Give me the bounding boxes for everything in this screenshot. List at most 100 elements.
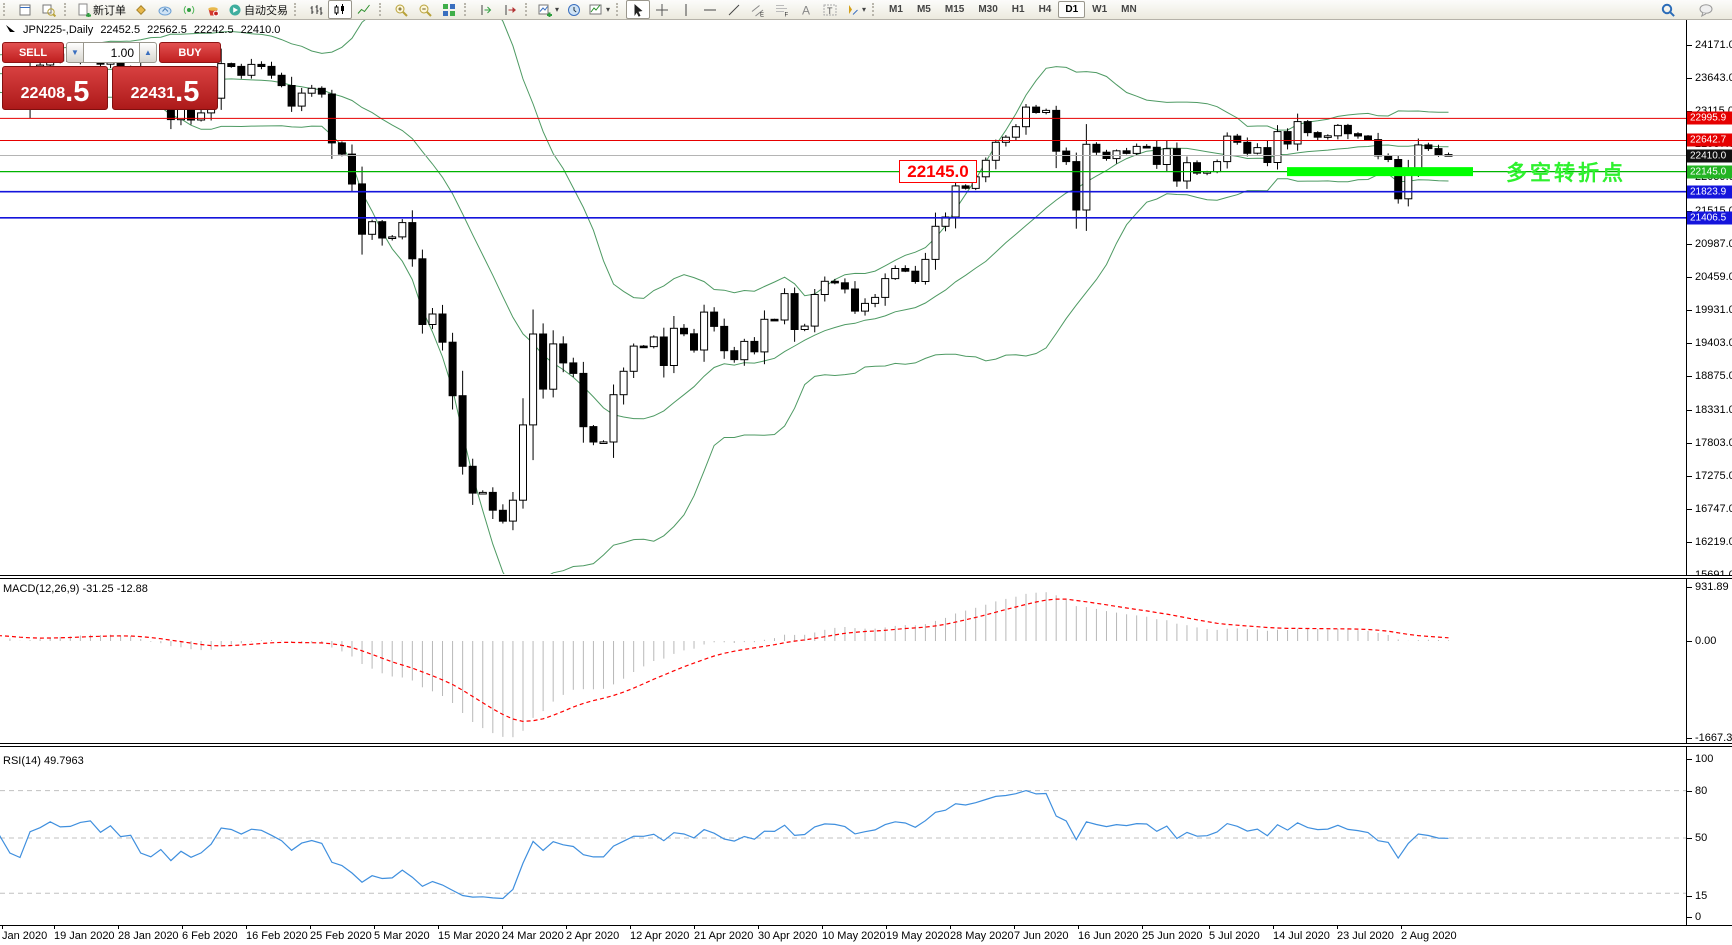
price-tag: 22642.7 [1687, 133, 1732, 147]
text-label-icon: T [823, 4, 837, 16]
date-axis-label: 16 Feb 2020 [246, 930, 308, 942]
crosshair-icon [656, 3, 669, 16]
chart-profile-button[interactable] [37, 0, 61, 19]
zoom-in-button[interactable] [389, 0, 413, 19]
buy-price-display[interactable]: 22431 .5 [112, 66, 218, 110]
price-tag: 21406.5 [1687, 211, 1732, 225]
price-axis-tick [1687, 310, 1692, 311]
date-axis-tick [822, 925, 823, 929]
svg-text:T: T [827, 6, 833, 16]
bars-chart-button[interactable] [304, 0, 328, 19]
mql5-cloud-button[interactable] [153, 0, 177, 19]
macd-axis-tick [1687, 738, 1692, 739]
text-button[interactable]: A [794, 0, 818, 19]
auto-scroll-button[interactable] [474, 0, 498, 19]
candles-chart-button[interactable] [328, 0, 352, 19]
volume-increase-button[interactable]: ▲ [139, 42, 157, 63]
timeframe-h1[interactable]: H1 [1011, 4, 1025, 15]
horizontal-line-button[interactable] [698, 0, 722, 19]
fibonacci-button[interactable]: F [770, 0, 794, 19]
price-axis-label: 19931.0 [1695, 304, 1732, 316]
date-axis-label: 25 Jun 2020 [1142, 930, 1203, 942]
price-axis-label: 17275.0 [1695, 470, 1732, 482]
main-toolbar: 新订单 自动交易 ▾ ▾ E F A T ▾ M1 M5 M15 M30 H1 H4 D1 W1 MN [0, 0, 1732, 20]
price-axis-label: 17803.0 [1695, 437, 1732, 449]
chart-shift-icon [505, 4, 516, 15]
date-axis-tick [694, 925, 695, 929]
toolbar-grip [616, 3, 622, 16]
volume-decrease-button[interactable]: ▼ [66, 42, 84, 63]
rsi-axis-label: 80 [1695, 785, 1708, 797]
equidistant-channel-button[interactable]: E [746, 0, 770, 19]
timeframe-m15[interactable]: M15 [944, 4, 965, 15]
timeframe-h4[interactable]: H4 [1038, 4, 1052, 15]
chinese-annotation-text[interactable]: 多空转折点 [1506, 162, 1626, 185]
timeframe-mn[interactable]: MN [1121, 4, 1137, 15]
date-axis-label: 24 Mar 2020 [502, 930, 564, 942]
chat-icon [1699, 3, 1713, 17]
bars-chart-icon [310, 4, 323, 15]
price-axis-tick [1687, 244, 1692, 245]
zoom-in-icon [395, 4, 408, 17]
new-chart-button[interactable] [13, 0, 37, 19]
date-axis-label: 19 May 2020 [886, 930, 950, 942]
chat-button[interactable] [1694, 0, 1718, 19]
macd-axis-tick [1687, 587, 1692, 588]
cursor-button[interactable] [626, 0, 651, 19]
trendline-button[interactable] [722, 0, 746, 19]
highlighter-button[interactable] [129, 0, 153, 19]
date-axis-label: 7 Jun 2020 [1014, 930, 1069, 942]
auto-trading-icon [229, 4, 241, 15]
price-level-annotation[interactable]: 22145.0 [899, 160, 977, 183]
mql5-cloud-icon [158, 6, 172, 15]
template-button[interactable]: ▾ [586, 0, 613, 19]
svg-text:F: F [785, 12, 789, 17]
timeframe-m1[interactable]: M1 [889, 4, 903, 15]
search-button[interactable] [1656, 0, 1680, 19]
date-axis-tick [310, 925, 311, 929]
new-order-icon [78, 3, 91, 17]
volume-input[interactable] [84, 42, 139, 63]
price-axis-label: 18331.0 [1695, 404, 1732, 416]
market-button[interactable] [201, 0, 225, 19]
auto-trading-button[interactable]: 自动交易 [225, 0, 291, 19]
main-macd-separator[interactable] [0, 575, 1732, 579]
buy-button[interactable]: BUY [159, 42, 221, 63]
date-axis-tick [374, 925, 375, 929]
sell-button[interactable]: SELL [2, 42, 64, 63]
date-axis-tick [1273, 925, 1274, 929]
date-axis-label: 2 Apr 2020 [566, 930, 620, 942]
add-indicator-icon [538, 4, 552, 17]
clock-button[interactable] [562, 0, 586, 19]
timeframe-d1[interactable]: D1 [1058, 1, 1086, 18]
tile-windows-button[interactable] [437, 0, 461, 19]
toolbar-grip [872, 3, 878, 16]
price-axis-tick [1687, 78, 1692, 79]
arrows-button[interactable]: ▾ [842, 0, 869, 19]
new-order-button[interactable]: 新订单 [74, 0, 129, 19]
price-chart-canvas[interactable] [0, 18, 1686, 925]
price-axis-tick [1687, 443, 1692, 444]
signals-button[interactable] [177, 0, 201, 19]
vertical-line-button[interactable] [674, 0, 698, 19]
macd-rsi-separator[interactable] [0, 743, 1732, 747]
date-axis-label: 30 Apr 2020 [758, 930, 818, 942]
arrows-icon [849, 4, 858, 15]
auto-scroll-icon [481, 4, 492, 15]
chart-shift-button[interactable] [498, 0, 522, 19]
line-chart-button[interactable] [352, 0, 376, 19]
svg-text:A: A [802, 3, 810, 17]
timeframe-m30[interactable]: M30 [978, 4, 998, 15]
text-label-button[interactable]: T [818, 0, 842, 19]
macd-signal-line [0, 598, 1449, 723]
add-indicator-button[interactable]: ▾ [535, 0, 562, 19]
crosshair-button[interactable] [650, 0, 674, 19]
fibonacci-icon: F [776, 4, 789, 17]
chart-title: JPN225-,Daily 22452.5 22562.5 22242.5 22… [6, 24, 280, 36]
date-axis-tick [758, 925, 759, 929]
zoom-out-button[interactable] [413, 0, 437, 19]
sell-price-display[interactable]: 22408 .5 [2, 66, 108, 110]
timeframe-w1[interactable]: W1 [1092, 4, 1108, 15]
date-axis-label: 23 Jul 2020 [1337, 930, 1394, 942]
timeframe-m5[interactable]: M5 [916, 4, 931, 15]
